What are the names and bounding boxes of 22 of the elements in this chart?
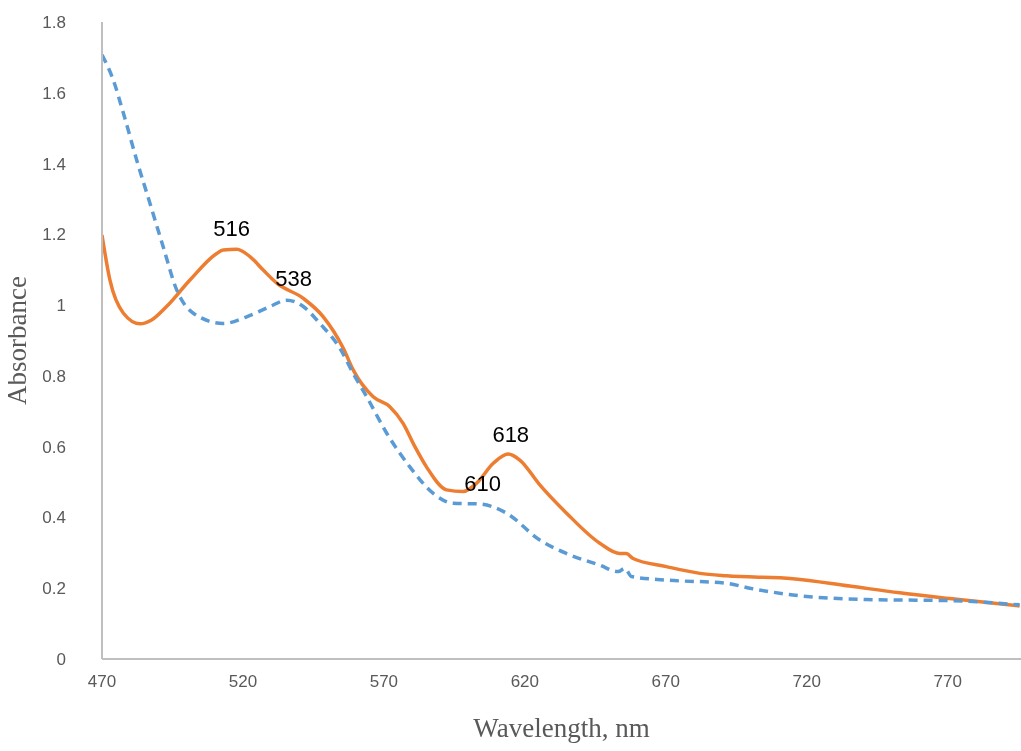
x-tick-label: 470 bbox=[87, 672, 117, 692]
y-tick-label: 1.6 bbox=[42, 83, 66, 103]
y-tick-label: 1.4 bbox=[42, 154, 66, 174]
annotation: 516 bbox=[213, 216, 251, 242]
x-axis-title: Wavelength, nm bbox=[473, 713, 650, 743]
annotation: 538 bbox=[275, 266, 313, 292]
y-tick-label: 1.2 bbox=[42, 225, 66, 245]
x-tick-label: 570 bbox=[369, 672, 399, 692]
x-tick-label: 720 bbox=[792, 672, 821, 692]
annotation: 618 bbox=[492, 421, 530, 447]
y-tick-label: 1 bbox=[56, 296, 66, 316]
line-series bbox=[102, 53, 1021, 607]
y-tick-label: 0.6 bbox=[42, 437, 66, 457]
y-tick-label: 0.8 bbox=[42, 366, 66, 386]
y-tick-label: 1.8 bbox=[42, 13, 66, 33]
x-tick-label: 620 bbox=[510, 672, 540, 692]
x-tick-label: 520 bbox=[228, 672, 258, 692]
y-tick-label: 0.4 bbox=[42, 508, 66, 528]
y-tick-label: 0 bbox=[56, 650, 66, 670]
x-tick-label: 670 bbox=[651, 672, 680, 692]
x-tick-label: 770 bbox=[933, 672, 962, 692]
y-tick-label: 0.2 bbox=[42, 579, 66, 599]
